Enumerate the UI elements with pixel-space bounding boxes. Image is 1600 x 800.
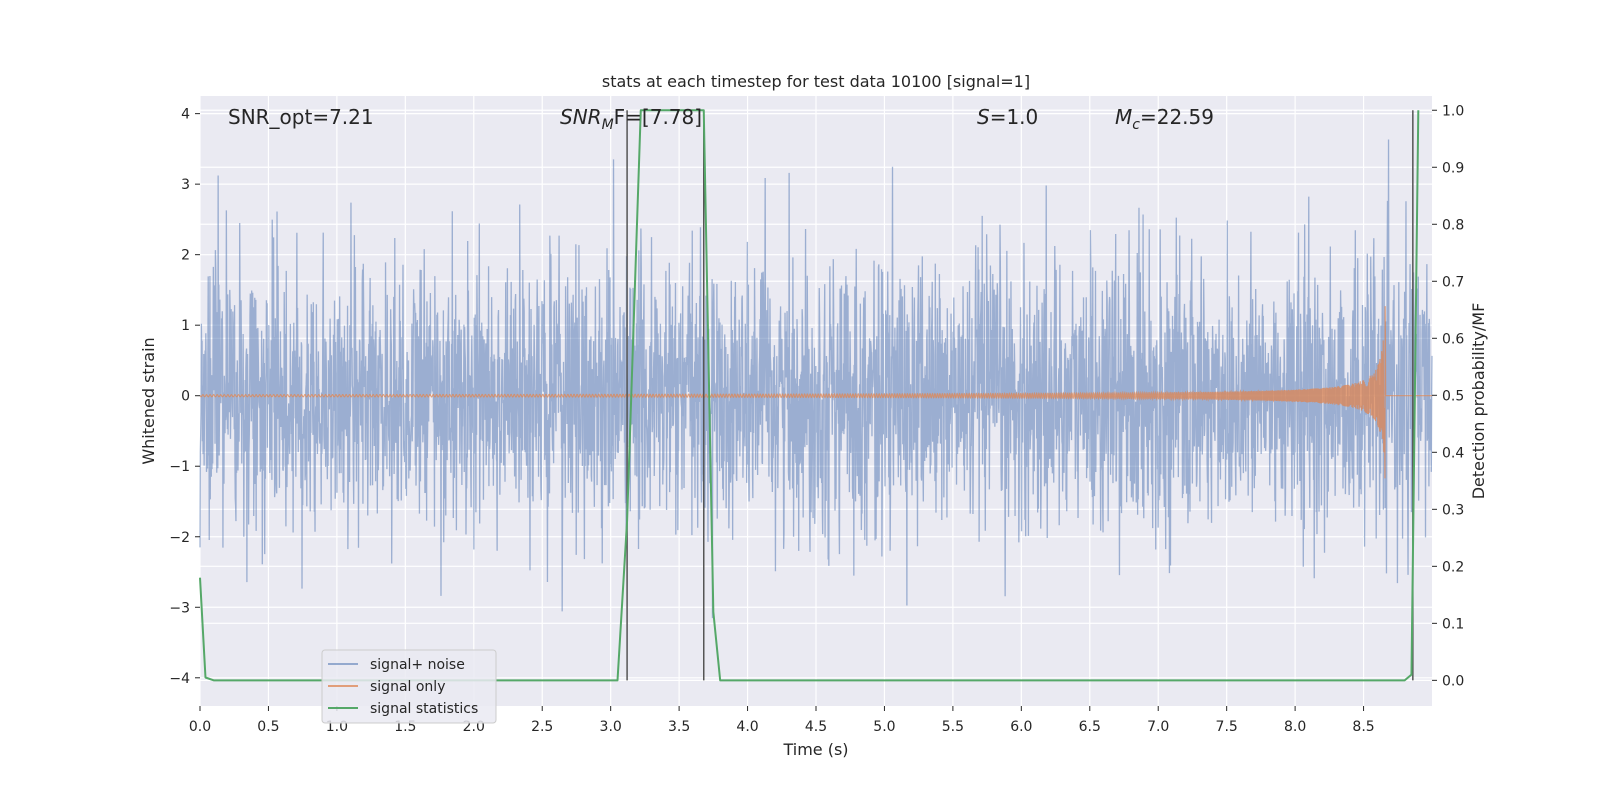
y2-tick-label: 0.2 — [1442, 559, 1464, 575]
x-tick-label: 0.0 — [189, 719, 211, 735]
y-axis-label: Whitened strain — [139, 337, 158, 464]
series-signal-only — [199, 306, 1432, 479]
y-axis-ticks: 4 3 2 1 0 −1 −2 −3 −4 — [169, 107, 200, 687]
y-tick-label: 1 — [181, 318, 190, 334]
y2-tick-label: 0.3 — [1442, 502, 1464, 518]
x-axis-ticks: 0.0 0.5 1.0 1.5 2.0 2.5 3.0 3.5 4.0 4.5 5.0 5.5 6.0 6… — [189, 706, 1375, 735]
legend-label-signal-statistics: signal statistics — [370, 701, 478, 717]
y-tick-label: 2 — [181, 248, 190, 264]
annotation-snr-mf: SNRMF=[7.78] — [560, 105, 702, 133]
y-tick-label: 3 — [181, 177, 190, 193]
annotation-snr-mf-rest: F=[7.78] — [614, 105, 702, 129]
y2-tick-label: 0.9 — [1442, 160, 1464, 176]
x-tick-label: 6.5 — [1079, 719, 1101, 735]
y2-tick-label: 0.4 — [1442, 445, 1464, 461]
legend-label-signal-plus-noise: signal+ noise — [370, 657, 465, 673]
x-tick-label: 8.5 — [1352, 719, 1374, 735]
x-tick-label: 7.0 — [1147, 719, 1169, 735]
signal-only-line — [199, 306, 1432, 479]
y-tick-label: −4 — [169, 671, 190, 687]
y-tick-label: −3 — [169, 600, 190, 616]
annotation-snr-mf-main: SNR — [560, 105, 602, 129]
y2-tick-label: 0.8 — [1442, 217, 1464, 233]
chart-title: stats at each timestep for test data 101… — [602, 72, 1030, 91]
y-tick-label: −2 — [169, 530, 190, 546]
legend-label-signal-only: signal only — [370, 679, 445, 695]
annotation-mc-sub: c — [1132, 117, 1140, 133]
y-tick-label: −1 — [169, 459, 190, 475]
annotation-s-rest: =1.0 — [990, 105, 1039, 129]
y2-axis-ticks: 1.0 0.9 0.8 0.7 0.6 0.5 0.4 0.3 0.2 0.1 0.0 — [1432, 103, 1464, 689]
annotation-snr-mf-sub: M — [602, 117, 614, 133]
annotation-mc: Mc=22.59 — [1115, 105, 1214, 133]
legend-box — [321, 649, 497, 724]
legend: signal+ noise signal only signal statist… — [321, 649, 497, 724]
annotation-mc-rest: =22.59 — [1140, 105, 1214, 129]
x-tick-label: 5.5 — [942, 719, 964, 735]
annotation-mc-main: M — [1115, 105, 1132, 129]
x-tick-label: 7.5 — [1216, 719, 1238, 735]
y2-tick-label: 0.6 — [1442, 331, 1464, 347]
y2-tick-label: 0.5 — [1442, 388, 1464, 404]
x-tick-label: 4.0 — [736, 719, 758, 735]
x-tick-label: 0.5 — [257, 719, 279, 735]
x-tick-label: 4.5 — [805, 719, 827, 735]
x-tick-label: 5.0 — [873, 719, 895, 735]
y2-tick-label: 0.7 — [1442, 274, 1464, 290]
x-tick-label: 2.5 — [531, 719, 553, 735]
x-tick-label: 3.0 — [600, 719, 622, 735]
y-tick-label: 4 — [181, 107, 190, 123]
y2-tick-label: 0.0 — [1442, 673, 1464, 689]
y2-axis-label: Detection probability/MF — [1469, 303, 1488, 500]
x-tick-label: 3.5 — [668, 719, 690, 735]
y2-tick-label: 0.1 — [1442, 616, 1464, 632]
y-tick-label: 0 — [181, 389, 190, 405]
annotation-s-main: S — [977, 105, 990, 129]
x-tick-label: 8.0 — [1284, 719, 1306, 735]
x-tick-label: 6.0 — [1010, 719, 1032, 735]
annotation-s: S=1.0 — [977, 105, 1038, 129]
x-axis-label: Time (s) — [782, 740, 848, 759]
signal-statistics-line — [199, 109, 1420, 682]
series-signal-statistics — [199, 109, 1420, 682]
y2-tick-label: 1.0 — [1442, 103, 1464, 119]
annotation-snr-opt: SNR_opt=7.21 — [228, 105, 374, 129]
